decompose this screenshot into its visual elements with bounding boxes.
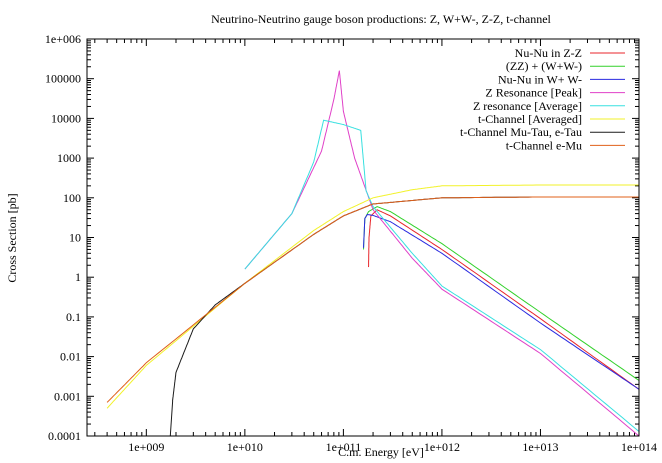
legend: Nu-Nu in Z-Z(ZZ) + (W+W-)Nu-Nu in W+ W-Z… — [460, 46, 625, 152]
y-tick-label: 1000 — [57, 151, 81, 165]
series-line — [106, 196, 639, 403]
series-line — [106, 184, 639, 409]
legend-label: Nu-Nu in W+ W- — [498, 72, 582, 86]
legend-label: t-Channel [Averaged] — [478, 112, 582, 126]
y-tick-label: 100000 — [45, 72, 81, 86]
series-line — [244, 70, 639, 436]
y-tick-label: 0.0001 — [48, 429, 81, 443]
x-tick-label: 1e+011 — [326, 440, 362, 454]
legend-label: Z resonance [Average] — [473, 99, 582, 113]
y-tick-label: 0.1 — [66, 310, 81, 324]
legend-label: t-Channel e-Mu — [506, 138, 582, 152]
axis-ticks: 1e+009 1e+010 1e+011 1e+012 1e+013 1e+014 0.00… — [45, 32, 657, 454]
chart-title: Neutrino-Neutrino gauge boson production… — [211, 12, 551, 26]
series-line — [363, 214, 639, 390]
x-tick-label: 1e+010 — [227, 440, 263, 454]
legend-label: t-Channel Mu-Tau, e-Tau — [460, 125, 582, 139]
legend-label: Z Resonance [Peak] — [485, 86, 582, 100]
y-tick-label: 10 — [69, 231, 81, 245]
x-tick-label: 1e+012 — [424, 440, 460, 454]
y-tick-label: 0.01 — [60, 350, 81, 364]
x-tick-label: 1e+009 — [128, 440, 164, 454]
y-tick-label: 0.001 — [54, 389, 81, 403]
series-line — [244, 119, 639, 432]
x-tick-label: 1e+014 — [621, 440, 657, 454]
series-lines — [106, 70, 639, 436]
y-tick-label: 10000 — [51, 111, 81, 125]
series-line — [368, 209, 639, 390]
plot-frame — [86, 38, 640, 437]
y-axis-title: Cross Section [pb] — [5, 193, 19, 282]
y-tick-label: 1e+006 — [45, 32, 81, 46]
legend-label: Nu-Nu in Z-Z — [515, 46, 582, 60]
x-axis-title: C.m. Energy [eV] — [338, 445, 424, 459]
legend-label: (ZZ) + (W+W-) — [506, 59, 582, 73]
y-tick-label: 100 — [63, 191, 81, 205]
series-line — [169, 196, 639, 436]
series-line — [363, 206, 639, 381]
x-tick-label: 1e+013 — [522, 440, 558, 454]
y-tick-label: 1 — [75, 270, 81, 284]
